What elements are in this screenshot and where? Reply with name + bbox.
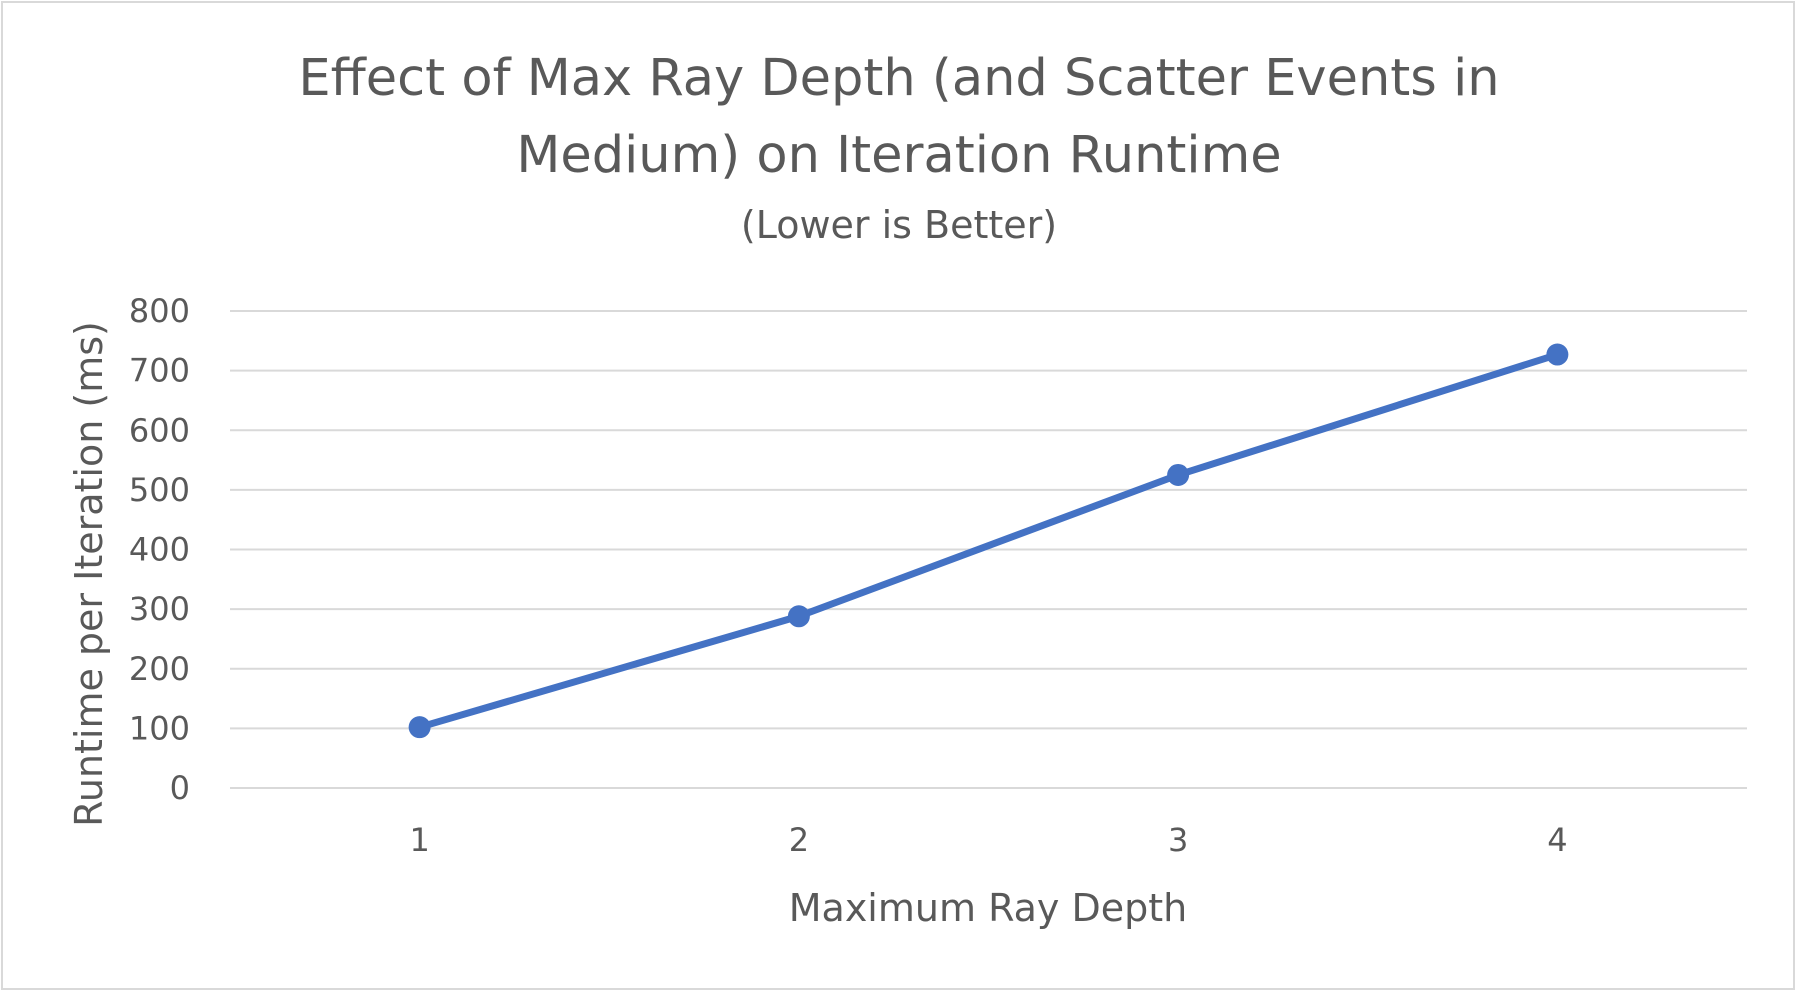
data-point [787, 605, 810, 628]
y-axis-label: Runtime per Iteration (ms) [67, 321, 111, 827]
y-tick-label: 300 [129, 590, 190, 628]
gridlines [230, 310, 1747, 789]
chart-subtitle: (Lower is Better) [741, 203, 1057, 247]
y-tick-label: 400 [129, 531, 190, 569]
y-tick-label: 800 [129, 292, 190, 330]
y-tick-label: 700 [129, 352, 190, 390]
x-tick-label: 4 [1547, 821, 1567, 859]
x-tick-label: 3 [1168, 821, 1188, 859]
y-tick-label: 500 [129, 471, 190, 509]
y-tick-label: 0 [170, 769, 190, 807]
data-point [408, 716, 431, 739]
y-axis-ticks: 0 100 200 300 400 500 600 700 800 [129, 292, 190, 807]
y-tick-label: 100 [129, 709, 190, 747]
y-tick-label: 600 [129, 411, 190, 449]
chart-title-line-1: Effect of Max Ray Depth (and Scatter Eve… [298, 49, 1499, 108]
x-tick-label: 1 [409, 821, 429, 859]
series-line [416, 351, 1561, 731]
data-point [1167, 463, 1190, 486]
chart-title-line-2: Medium) on Iteration Runtime [516, 126, 1281, 185]
x-axis-ticks: 1 2 3 4 [409, 821, 1567, 859]
x-tick-label: 2 [789, 821, 809, 859]
y-tick-label: 200 [129, 650, 190, 688]
series-layer [408, 343, 1569, 739]
data-point [1546, 343, 1569, 366]
x-axis-label: Maximum Ray Depth [789, 886, 1187, 930]
